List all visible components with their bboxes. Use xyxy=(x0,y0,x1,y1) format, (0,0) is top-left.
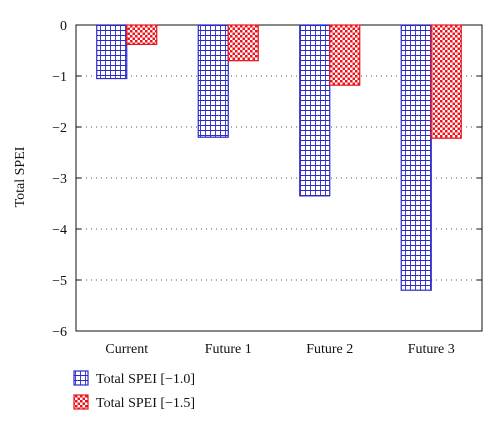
legend-swatch xyxy=(73,370,89,386)
bar-series-2 xyxy=(329,24,361,86)
legend-label: Total SPEI [−1.0] xyxy=(96,372,195,387)
y-axis: 0 −1 −2 −3 −4 −5 −6 xyxy=(52,19,482,340)
x-tick-label: Future 3 xyxy=(408,342,455,357)
y-tick-label: 0 xyxy=(60,19,67,34)
bar-series-1 xyxy=(197,24,229,138)
y-tick-label: −2 xyxy=(52,121,67,136)
bar-series-2 xyxy=(227,24,259,62)
y-axis-title: Total SPEI xyxy=(13,146,28,207)
bar-series-1 xyxy=(299,24,331,197)
y-tick-label: −1 xyxy=(52,70,67,85)
x-axis: Current Future 1 Future 2 Future 3 xyxy=(105,342,454,357)
x-tick-label: Future 1 xyxy=(205,342,252,357)
legend-label: Total SPEI [−1.5] xyxy=(96,396,195,411)
bar-series-1 xyxy=(400,24,432,291)
legend-swatch xyxy=(73,394,89,410)
x-tick-label: Current xyxy=(105,342,148,357)
bar-series-2 xyxy=(126,24,158,45)
legend-item: Total SPEI [−1.0] xyxy=(73,370,195,387)
legend-item: Total SPEI [−1.5] xyxy=(73,394,195,411)
bar-series-2 xyxy=(430,24,462,139)
bar-series-1 xyxy=(96,24,128,80)
y-tick-label: −5 xyxy=(52,274,67,289)
x-tick-label: Future 2 xyxy=(306,342,353,357)
legend: Total SPEI [−1.0] Total SPEI [−1.5] xyxy=(73,370,195,411)
bars xyxy=(96,24,462,291)
y-tick-label: −6 xyxy=(52,325,67,340)
y-tick-label: −4 xyxy=(52,223,67,238)
y-tick-label: −3 xyxy=(52,172,67,187)
